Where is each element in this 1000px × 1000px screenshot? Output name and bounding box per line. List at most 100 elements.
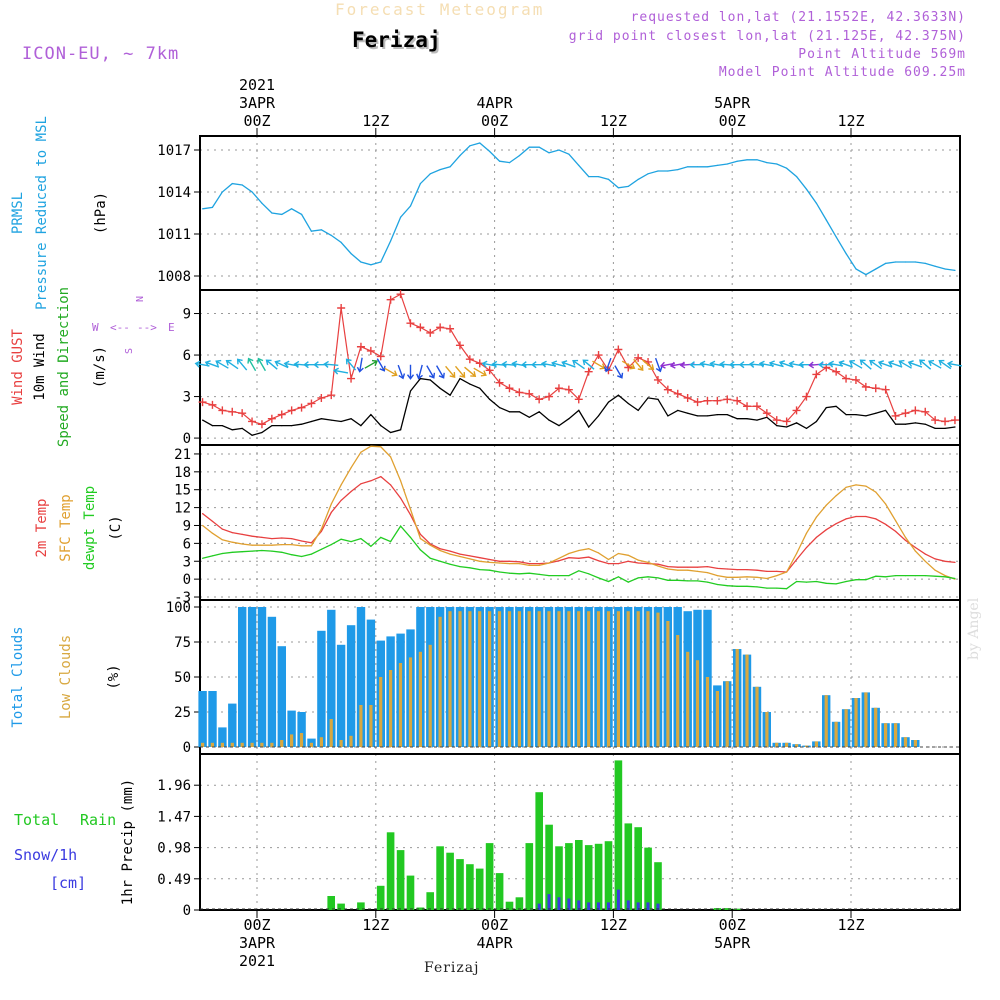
sfc-temp-line-point: [677, 569, 679, 571]
wind-arrow: [561, 360, 576, 368]
sfc-temp-line-point: [667, 568, 669, 570]
precip-bars: [200, 760, 960, 910]
wind-arrow-shape: [445, 365, 456, 378]
pressure-line-point: [202, 208, 204, 210]
t2m-line-point: [944, 560, 946, 562]
rain-bar: [446, 852, 454, 910]
t2m-line-point: [528, 563, 530, 565]
wind-line-point: [380, 425, 382, 427]
rain-bar: [357, 902, 365, 910]
wind-arrow: [828, 360, 844, 368]
dewpt-line-point: [885, 576, 887, 578]
pressure-line-point: [301, 213, 303, 215]
wind-arrow-shape: [333, 367, 349, 375]
low-cloud-bar: [379, 677, 383, 747]
wind-arrow-shape: [838, 360, 853, 368]
dewpt-line-point: [934, 575, 936, 577]
wind-line-point: [291, 425, 293, 427]
dewpt-line-point: [796, 580, 798, 583]
t2m-line-point: [696, 566, 699, 568]
pressure-line-point: [924, 262, 926, 264]
low-cloud-bar: [359, 705, 363, 747]
sfc-temp-line-point: [211, 532, 213, 534]
wind-arrow: [778, 360, 794, 368]
gust-marker: [713, 396, 722, 405]
snow-bar: [537, 903, 541, 910]
pressure-line-point: [904, 261, 907, 263]
wind-arrow: [642, 359, 655, 370]
wind-arrow: [848, 359, 863, 369]
low-cloud-bar: [735, 649, 739, 747]
t2m-line-point: [211, 520, 213, 522]
wind-arrow: [572, 359, 585, 370]
pressure-line-point: [489, 150, 491, 152]
pressure-line-point: [845, 253, 847, 255]
dewpt-line-point: [360, 538, 362, 540]
wind-line-point: [617, 394, 620, 396]
wind-arrow: [898, 359, 912, 369]
wind-arrow: [406, 364, 415, 380]
wind-arrow: [877, 360, 893, 368]
sfc-temp-line-point: [370, 445, 372, 447]
sfc-temp-line-point: [528, 564, 530, 567]
wind-line-point: [934, 427, 936, 429]
wind-arrow-shape: [406, 364, 415, 380]
dewpt-line-point: [617, 576, 620, 578]
wind-line-point: [202, 419, 204, 421]
sfc-temp-line-point: [617, 552, 620, 555]
low-cloud-bar: [428, 644, 432, 747]
gust-marker: [950, 416, 959, 425]
sfc-temp-line-point: [350, 467, 352, 469]
wind-arrow: [654, 357, 663, 373]
wind-line-point: [271, 425, 273, 427]
t2m-line-point: [756, 569, 758, 571]
pressure-line-point: [875, 268, 877, 270]
gust-marker: [525, 389, 534, 398]
pressure-line-point: [320, 229, 322, 231]
top-time-label: 12Z: [362, 112, 389, 130]
low-cloud-bar: [864, 692, 868, 747]
pressure-line-point: [419, 183, 421, 185]
wind-arrow: [603, 357, 612, 373]
wind-arrow: [397, 364, 406, 380]
pressure-line-point: [796, 176, 798, 178]
t2m-line-point: [271, 538, 273, 540]
t2m-line-point: [251, 535, 253, 537]
gust-marker: [842, 374, 851, 383]
rain-bar: [396, 850, 405, 910]
t2m-line-point: [805, 546, 808, 549]
low-cloud-bar: [824, 695, 828, 747]
sfc-temp-line-point: [261, 544, 263, 546]
wind-arrow-shape: [887, 360, 903, 368]
bottom-time-label: 12Z: [362, 916, 389, 934]
total-cloud-bar: [208, 691, 217, 747]
dewpt-label: dewpt Temp: [82, 486, 98, 570]
low-cloud-bar: [329, 719, 333, 747]
pressure-line-point: [815, 202, 818, 204]
pressure-line-point: [835, 236, 837, 238]
pressure-line-point: [558, 149, 560, 151]
sfc-temp-line-point: [320, 528, 322, 530]
gust-marker: [208, 400, 217, 409]
dewpt-line-point: [251, 550, 253, 552]
t2m-line-point: [637, 562, 639, 564]
sfc-temp-line: [202, 445, 956, 580]
gust-marker: [317, 393, 326, 402]
wind-line-point: [696, 415, 699, 417]
sfc-temp-line-point: [568, 552, 570, 555]
dewpt-line-point: [400, 525, 402, 527]
t2m-line-point: [568, 557, 570, 559]
snow-bar: [616, 889, 620, 910]
low-cloud-bar: [795, 744, 799, 747]
gust-marker: [257, 420, 266, 429]
pressure-line-point: [499, 160, 501, 162]
gust-marker: [307, 399, 316, 408]
low-cloud-bar: [854, 698, 858, 747]
pressure-line-point: [597, 176, 600, 178]
wind-arrow-shape: [426, 365, 436, 379]
wind-line-point: [528, 416, 530, 418]
pressure-line-point: [647, 173, 649, 175]
wind-arrow: [633, 358, 644, 371]
wind-line-point: [419, 378, 421, 380]
pressure-unit: (hPa): [93, 192, 109, 234]
